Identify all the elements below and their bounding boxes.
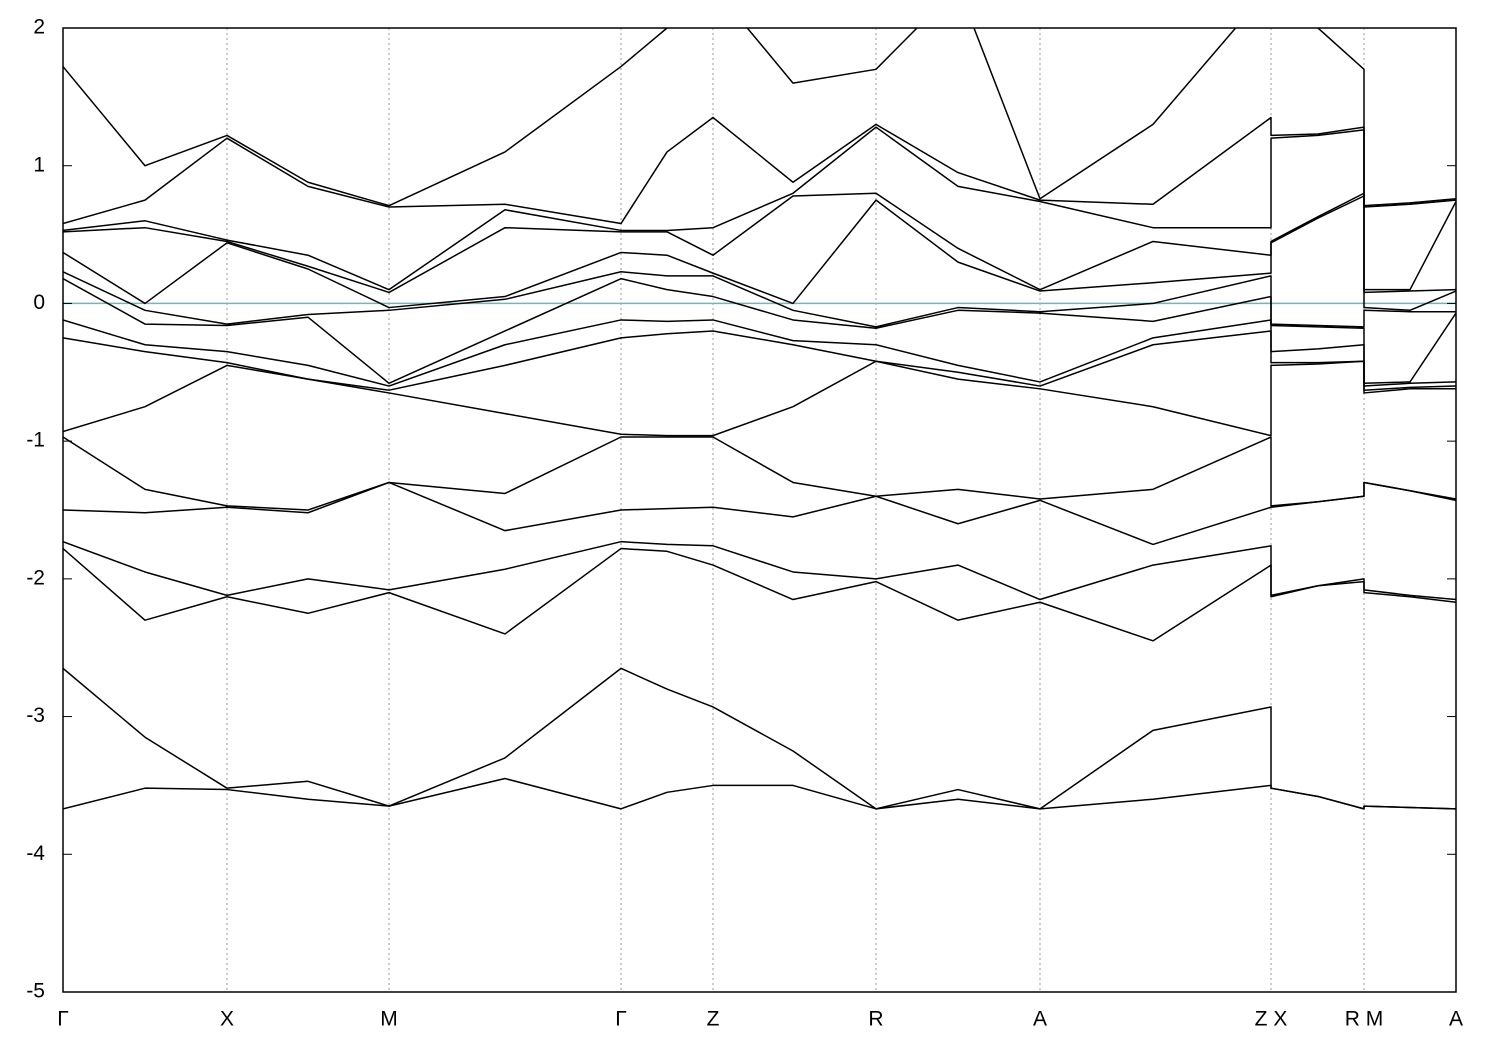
y-tick-label: -5 [26, 980, 45, 1003]
x-tick-label: X [220, 1008, 234, 1031]
band-line [63, 667, 1456, 810]
band-line [63, 481, 1456, 546]
band-line [63, 319, 1456, 387]
band-line [63, 192, 1456, 294]
band-line [63, 540, 1456, 601]
y-tick-label: 2 [33, 16, 45, 39]
y-tick-label: 0 [33, 291, 45, 314]
plot-frame [62, 27, 1457, 993]
band-line [63, 195, 1456, 312]
band-line [63, 277, 1456, 385]
x-tick-label: A [1033, 1008, 1047, 1031]
band-line [63, 28, 1456, 207]
y-tick-label: 1 [33, 153, 45, 176]
x-tick-label: A [1449, 1008, 1463, 1031]
y-tick-label: -1 [26, 429, 45, 452]
band-line [63, 330, 1456, 391]
x-tick-label: Γ [57, 1008, 69, 1031]
x-tick-label: Γ [615, 1008, 627, 1031]
band-line [63, 116, 1456, 225]
band-line [63, 436, 1456, 511]
bands-layer [63, 28, 1456, 810]
x-tick-label: M [380, 1008, 398, 1031]
y-tick-label: -4 [26, 842, 45, 865]
x-tick-label: Z X [1255, 1008, 1288, 1031]
x-tick-label: R M [1345, 1008, 1384, 1031]
x-tick-label: Z [707, 1008, 720, 1031]
band-line [63, 547, 1456, 642]
axes-layer: -5 -4 -3 -2 -1 0 1 2 Γ X M Γ Z R A Z X R M A [26, 16, 1463, 1031]
y-tick-label: -3 [26, 704, 45, 727]
band-line [63, 271, 1456, 328]
x-tick-label: R [868, 1008, 883, 1031]
band-line [63, 126, 1456, 291]
band-line [63, 777, 1456, 810]
y-tick-label: -2 [26, 566, 45, 589]
